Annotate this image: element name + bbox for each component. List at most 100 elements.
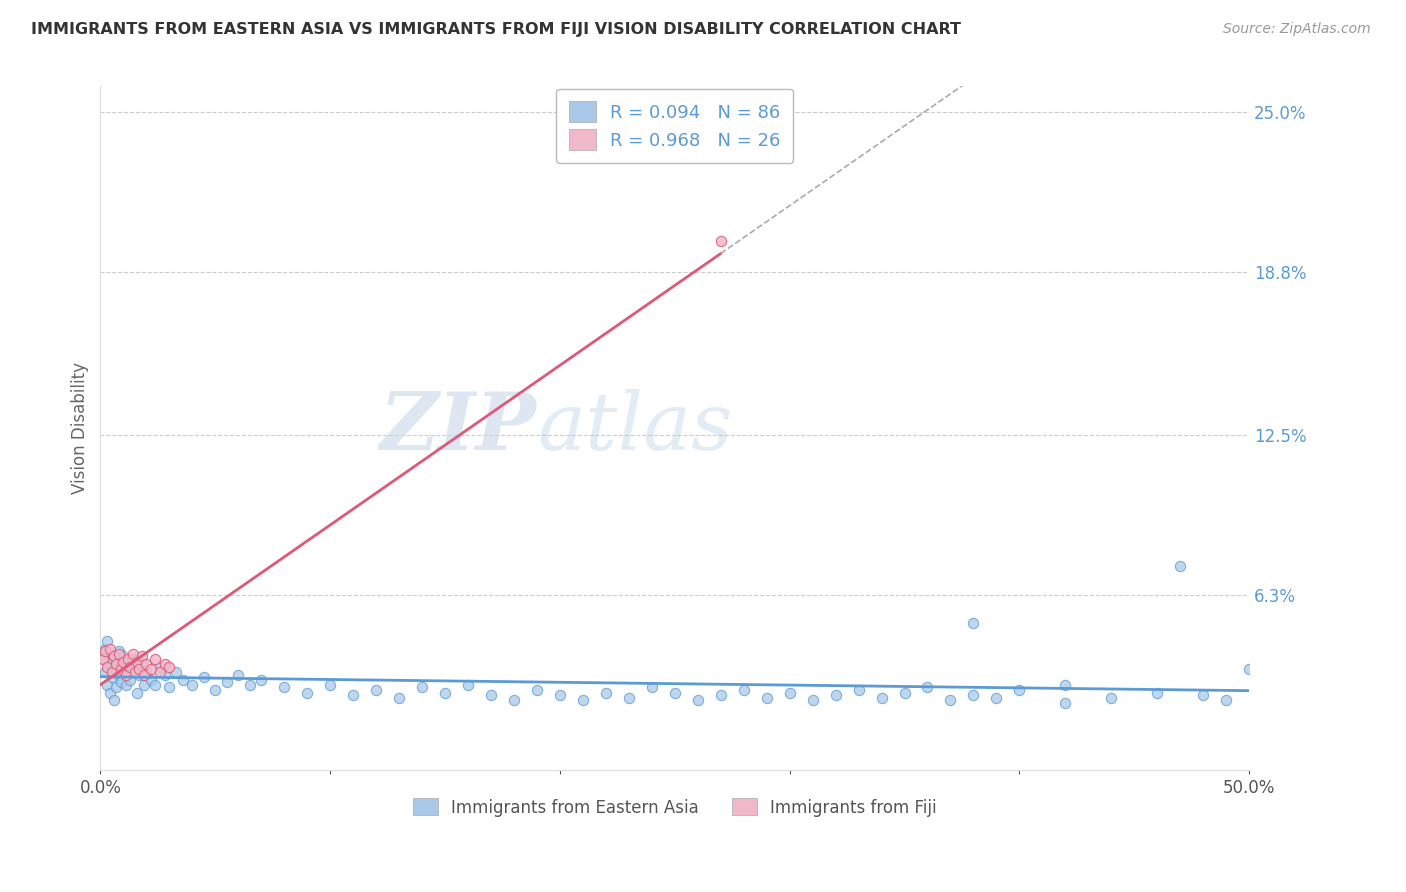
Point: [103, 660, 125, 674]
Point: [94, 644, 117, 658]
Point: [181, 678, 204, 692]
Point: [710, 688, 733, 702]
Point: [917, 681, 939, 695]
Point: [157, 681, 180, 695]
Point: [479, 688, 502, 702]
Point: [98, 641, 121, 656]
Point: [779, 685, 801, 699]
Point: [117, 655, 139, 669]
Point: [124, 652, 146, 666]
Point: [145, 678, 167, 692]
Point: [131, 649, 153, 664]
Point: [114, 678, 136, 692]
Point: [112, 662, 135, 676]
Point: [127, 685, 149, 699]
Point: [117, 652, 139, 666]
Point: [1146, 685, 1168, 699]
Point: [96, 634, 118, 648]
Point: [91, 652, 114, 666]
Point: [145, 652, 167, 666]
Point: [124, 665, 146, 679]
Point: [641, 681, 664, 695]
Point: [1099, 690, 1122, 705]
Point: [94, 641, 117, 656]
Point: [295, 685, 318, 699]
Point: [226, 667, 249, 681]
Point: [710, 234, 733, 248]
Point: [121, 660, 143, 674]
Point: [319, 678, 342, 692]
Point: [135, 657, 157, 672]
Point: [526, 683, 548, 698]
Point: [1054, 696, 1077, 710]
Point: [96, 678, 118, 692]
Point: [548, 688, 571, 702]
Point: [112, 649, 135, 664]
Y-axis label: Vision Disability: Vision Disability: [72, 362, 89, 494]
Point: [101, 665, 124, 679]
Point: [98, 685, 121, 699]
Point: [1168, 559, 1191, 574]
Point: [127, 655, 149, 669]
Point: [1054, 678, 1077, 692]
Point: [204, 683, 226, 698]
Point: [755, 690, 778, 705]
Point: [986, 690, 1008, 705]
Point: [107, 667, 129, 681]
Point: [110, 657, 132, 672]
Point: [939, 693, 962, 707]
Point: [149, 660, 172, 674]
Legend: Immigrants from Eastern Asia, Immigrants from Fiji: Immigrants from Eastern Asia, Immigrants…: [406, 792, 943, 823]
Point: [101, 647, 124, 661]
Point: [457, 678, 479, 692]
Point: [572, 693, 595, 707]
Point: [733, 683, 755, 698]
Point: [433, 685, 456, 699]
Point: [239, 678, 262, 692]
Point: [120, 673, 142, 687]
Point: [105, 652, 128, 666]
Point: [135, 665, 157, 679]
Point: [157, 660, 180, 674]
Point: [1192, 688, 1215, 702]
Point: [686, 693, 709, 707]
Point: [103, 649, 125, 664]
Text: atlas: atlas: [537, 390, 733, 467]
Point: [664, 685, 686, 699]
Point: [128, 662, 150, 676]
Point: [96, 660, 118, 674]
Point: [342, 688, 364, 702]
Point: [172, 673, 194, 687]
Point: [411, 681, 433, 695]
Point: [250, 673, 273, 687]
Point: [114, 667, 136, 681]
Point: [105, 681, 128, 695]
Point: [91, 652, 114, 666]
Point: [388, 690, 411, 705]
Point: [101, 670, 124, 684]
Point: [165, 665, 187, 679]
Point: [503, 693, 526, 707]
Point: [110, 675, 132, 690]
Point: [193, 670, 215, 684]
Point: [128, 667, 150, 681]
Point: [273, 681, 295, 695]
Point: [94, 665, 117, 679]
Point: [107, 647, 129, 661]
Point: [824, 688, 846, 702]
Point: [139, 662, 162, 676]
Point: [120, 660, 142, 674]
Point: [139, 673, 162, 687]
Point: [962, 615, 984, 630]
Point: [105, 657, 128, 672]
Point: [121, 647, 143, 661]
Text: IMMIGRANTS FROM EASTERN ASIA VS IMMIGRANTS FROM FIJI VISION DISABILITY CORRELATI: IMMIGRANTS FROM EASTERN ASIA VS IMMIGRAN…: [31, 22, 960, 37]
Point: [131, 657, 153, 672]
Point: [132, 678, 155, 692]
Point: [617, 690, 640, 705]
Text: Source: ZipAtlas.com: Source: ZipAtlas.com: [1223, 22, 1371, 37]
Point: [1008, 683, 1031, 698]
Point: [801, 693, 824, 707]
Point: [1237, 662, 1260, 676]
Point: [595, 685, 617, 699]
